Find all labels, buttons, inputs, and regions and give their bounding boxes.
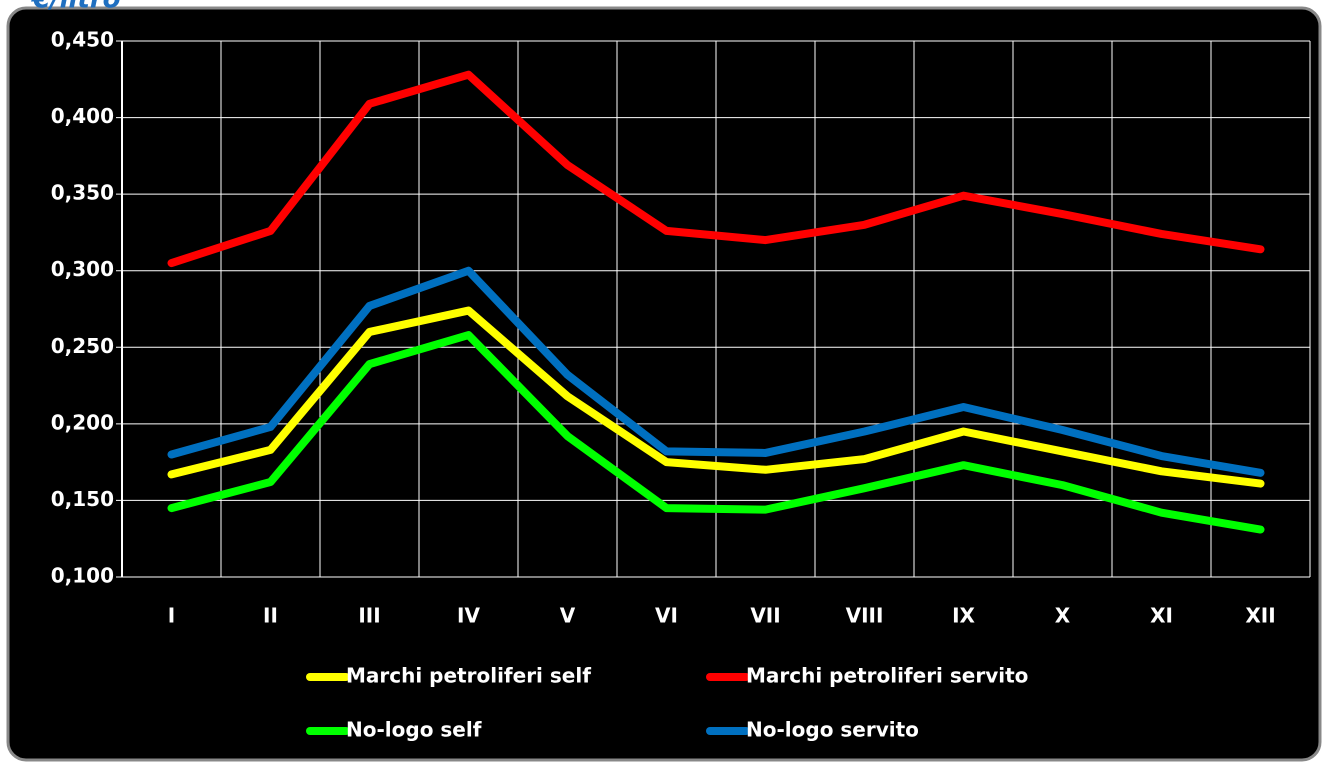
series-line (167, 70, 1265, 268)
y-tick-label: 0,350 (51, 181, 114, 205)
y-tick-label: 0,300 (51, 257, 114, 281)
y-tick-label: 0,400 (51, 104, 114, 128)
legend-label: Marchi petroliferi self (346, 664, 591, 688)
legend-label: Marchi petroliferi servito (746, 664, 1028, 688)
x-tick-label: VIII (846, 604, 884, 628)
chart-title: €/litro (30, 0, 121, 15)
x-tick-label: V (560, 604, 576, 628)
x-tick-label: IV (457, 604, 480, 628)
y-tick-label: 0,150 (51, 487, 114, 511)
y-tick-label: 0,450 (51, 28, 114, 52)
series-line (167, 266, 1265, 477)
x-tick-label: VI (655, 604, 678, 628)
series-line (167, 306, 1265, 488)
legend-label: No-logo servito (746, 718, 919, 742)
legend-label: No-logo self (346, 718, 482, 742)
y-tick-label: 0,200 (51, 410, 114, 434)
y-tick-label: 0,250 (51, 334, 114, 358)
x-tick-label: XII (1245, 604, 1275, 628)
x-tick-label: X (1055, 604, 1071, 628)
x-tick-label: VII (750, 604, 780, 628)
chart-frame (6, 6, 1322, 762)
x-tick-label: XI (1150, 604, 1173, 628)
x-tick-label: II (263, 604, 278, 628)
series-line (167, 331, 1265, 534)
x-tick-label: III (358, 604, 380, 628)
x-tick-label: I (168, 604, 175, 628)
y-tick-label: 0,100 (51, 564, 114, 588)
x-tick-label: IX (952, 604, 975, 628)
